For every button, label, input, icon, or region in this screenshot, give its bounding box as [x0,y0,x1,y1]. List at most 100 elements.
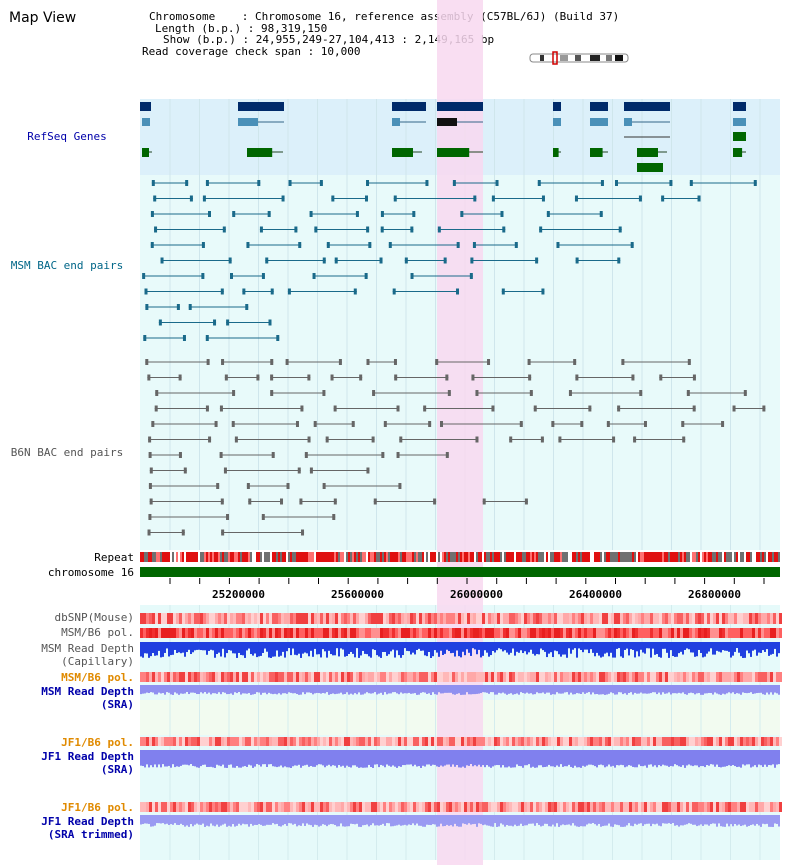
heat-mark [461,613,464,624]
depth-mark [308,685,310,693]
depth-mark [594,685,596,695]
depth-mark [470,685,472,695]
depth-mark [644,685,646,694]
depth-mark [314,642,316,649]
heat-mark [668,802,671,812]
heat-mark [377,802,380,812]
depth-mark [234,815,236,827]
depth-mark [620,815,622,827]
depth-mark [320,685,322,694]
heat-mark [287,672,290,682]
bac-end [527,359,531,365]
heat-mark [563,628,566,638]
depth-mark [454,685,456,695]
heat-mark [506,737,509,746]
bac-end [259,226,263,233]
depth-mark [696,750,698,766]
bac-end [188,304,192,310]
bac-end [392,288,396,295]
heat-mark [596,672,599,682]
depth-mark [344,750,346,768]
heat-mark [407,613,410,624]
bac-end [502,226,506,233]
heat-mark [251,737,254,746]
depth-mark [602,642,604,657]
heat-mark [146,628,149,638]
depth-mark [380,685,382,693]
heat-mark [638,628,641,638]
depth-mark [550,815,552,827]
heat-mark [305,628,308,638]
depth-mark [308,750,310,767]
repeat-mark [168,552,170,562]
depth-mark [586,685,588,693]
heat-mark [707,802,710,812]
depth-mark [186,685,188,693]
heat-mark [494,737,497,746]
heat-mark [290,737,293,746]
heat-mark [311,613,314,624]
heat-mark [518,613,521,624]
heat-mark [683,672,686,682]
heat-mark [296,802,299,812]
heat-mark [593,628,596,638]
depth-mark [656,642,658,655]
heat-mark [581,628,584,638]
bac-end [158,319,162,326]
depth-mark [452,642,454,653]
heat-mark [653,737,656,746]
depth-mark [394,642,396,658]
heat-mark [449,628,452,638]
depth-mark [752,750,754,767]
depth-mark [488,815,490,826]
depth-mark [146,685,148,693]
heat-mark [635,672,638,682]
depth-mark [242,642,244,656]
depth-mark [572,750,574,768]
heat-mark [647,737,650,746]
heat-mark [689,672,692,682]
heat-mark [215,802,218,812]
heat-mark [470,672,473,682]
heat-mark [653,802,656,812]
depth-mark [264,685,266,693]
depth-mark [740,815,742,827]
depth-mark [590,750,592,765]
repeat-mark [310,552,312,562]
depth-mark [176,642,178,654]
heat-mark [476,737,479,746]
depth-mark [294,750,296,766]
heat-mark [371,672,374,682]
heat-mark [551,613,554,624]
depth-mark [328,750,330,765]
heat-mark [719,737,722,746]
depth-mark [480,685,482,694]
heat-mark [371,613,374,624]
heat-mark [416,613,419,624]
repeat-mark [318,552,320,562]
depth-mark [444,750,446,766]
depth-mark [762,815,764,824]
heat-mark [212,737,215,746]
depth-mark [448,685,450,693]
heat-mark [281,737,284,746]
heat-mark [680,628,683,638]
heat-mark [167,628,170,638]
depth-mark [256,642,258,658]
heat-mark [623,613,626,624]
bac-end [151,180,155,186]
depth-mark [342,750,344,766]
repeat-mark [278,552,280,562]
heat-mark [416,802,419,812]
depth-mark [260,685,262,695]
repeat-mark [344,552,346,562]
depth-mark [634,685,636,693]
depth-mark [576,750,578,768]
depth-mark [634,642,636,658]
heat-mark [737,802,740,812]
heat-mark [551,672,554,682]
heat-mark [191,672,194,682]
depth-mark [170,642,172,656]
depth-mark [512,685,514,695]
